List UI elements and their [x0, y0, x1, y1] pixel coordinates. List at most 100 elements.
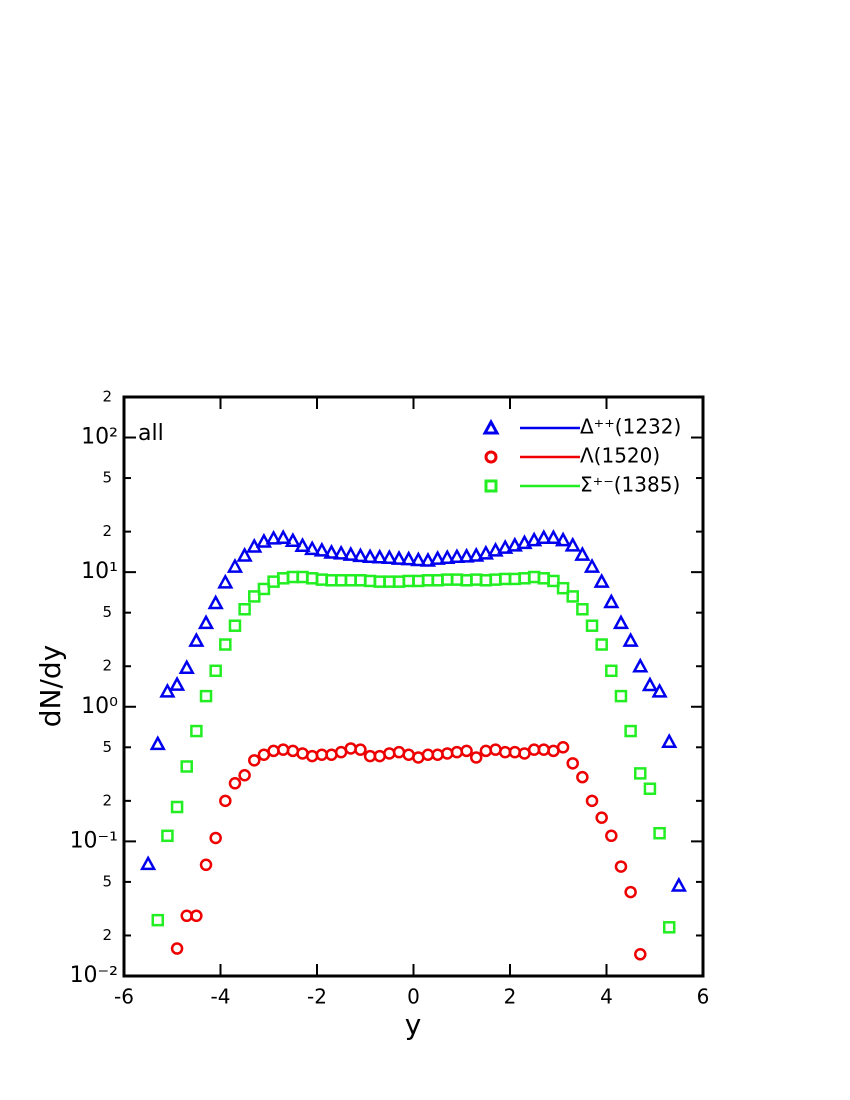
triangle-marker [603, 593, 620, 609]
y-tick-label: 10² [81, 425, 118, 450]
triangle-marker [313, 541, 330, 557]
triangle-marker [429, 550, 446, 565]
triangle-marker [468, 546, 485, 562]
triangle-marker [226, 557, 244, 573]
triangle-marker [294, 537, 311, 553]
square-marker [556, 581, 570, 595]
triangle-marker [641, 676, 659, 692]
triangle-marker [390, 550, 408, 565]
triangle-marker [439, 549, 456, 564]
triangle-marker [323, 543, 340, 559]
circle-marker [248, 754, 261, 767]
x-tick-label: 2 [504, 985, 517, 1009]
circle-marker [614, 860, 628, 873]
y-tick-label: 10⁰ [81, 694, 118, 719]
triangle-marker [477, 544, 494, 560]
x-tick-label: -6 [114, 985, 134, 1009]
y-tick-label: 5 [102, 603, 112, 621]
triangle-marker [149, 735, 166, 751]
circle-marker [199, 858, 213, 872]
triangle-marker [593, 573, 610, 588]
circle-marker [585, 794, 599, 808]
triangle-marker [545, 529, 562, 545]
triangle-marker [574, 545, 591, 561]
triangle-marker [178, 659, 195, 674]
y-tick-label: 2 [102, 926, 112, 944]
square-marker [209, 664, 222, 678]
circle-marker [305, 749, 319, 763]
square-marker [566, 590, 579, 603]
triangle-marker [612, 614, 630, 630]
y-tick-label: 10⁻¹ [70, 828, 118, 853]
y-tick-label: 5 [102, 469, 112, 487]
triangle-marker [284, 532, 301, 548]
triangle-marker [197, 614, 215, 630]
circle-marker [209, 831, 222, 845]
circle-marker [354, 743, 367, 756]
square-marker [199, 689, 213, 703]
triangle-marker [516, 534, 533, 550]
circle-marker [460, 744, 473, 758]
triangle-marker [487, 541, 504, 557]
triangle-marker [255, 532, 273, 548]
circle-marker [624, 885, 637, 899]
triangle-marker [275, 529, 292, 545]
x-tick-label: 4 [600, 985, 613, 1009]
triangle-marker [207, 594, 224, 610]
triangle-marker [410, 551, 427, 567]
x-axis-label: y [405, 1008, 422, 1041]
y-tick-label: 10⁻² [70, 963, 118, 988]
circle-marker [190, 909, 203, 923]
circle-marker [484, 450, 498, 464]
triangle-marker [361, 548, 379, 564]
triangle-marker [482, 418, 500, 435]
square-marker [634, 767, 647, 780]
square-marker [653, 826, 666, 840]
square-marker [585, 619, 599, 632]
triangle-marker [497, 539, 514, 554]
legend-label: Δ⁺⁺(1232) [580, 415, 681, 439]
triangle-marker [564, 536, 581, 552]
triangle-marker [217, 573, 234, 589]
circle-marker [238, 768, 251, 782]
square-marker [605, 664, 618, 678]
triangle-marker [448, 548, 466, 564]
triangle-marker [236, 546, 253, 562]
circle-marker [469, 751, 483, 764]
square-marker [161, 829, 174, 843]
square-marker [238, 603, 251, 616]
circle-marker [634, 948, 647, 961]
triangle-marker [188, 632, 205, 647]
triangle-marker [661, 733, 678, 748]
circle-marker [605, 829, 618, 843]
y-tick-label: 10¹ [81, 559, 118, 584]
triangle-marker [651, 682, 668, 698]
circle-marker [219, 794, 232, 808]
circle-marker [595, 811, 608, 824]
square-marker [576, 603, 589, 616]
triangle-marker [159, 682, 176, 698]
triangle-marker [670, 876, 687, 892]
x-tick-label: 6 [697, 985, 710, 1009]
square-marker [151, 913, 165, 927]
x-tick-label: -4 [211, 985, 231, 1009]
triangle-marker [371, 548, 388, 564]
square-marker [547, 574, 560, 588]
circle-marker [228, 777, 242, 790]
square-marker [257, 582, 271, 596]
triangle-marker [419, 551, 437, 567]
y-tick-label: 2 [102, 388, 112, 406]
y-tick-label: 5 [102, 738, 112, 756]
triangle-marker [400, 550, 417, 566]
triangle-marker [583, 557, 601, 573]
triangle-marker [168, 676, 186, 691]
x-tick-label: 0 [407, 985, 420, 1009]
square-marker [180, 760, 193, 773]
square-marker [219, 638, 232, 651]
triangle-marker [265, 529, 282, 545]
triangle-marker [622, 632, 639, 647]
triangle-marker [333, 544, 350, 560]
circle-marker [576, 770, 589, 784]
square-marker [228, 619, 242, 632]
triangle-marker [506, 536, 523, 552]
